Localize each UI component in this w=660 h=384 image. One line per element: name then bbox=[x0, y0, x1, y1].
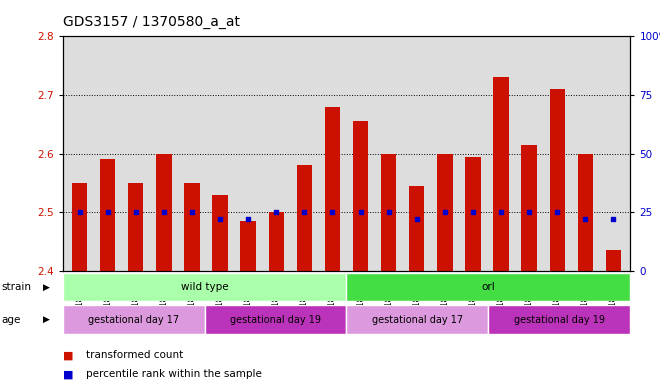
Point bbox=[271, 209, 282, 215]
Bar bbox=[156, 154, 172, 271]
Point bbox=[383, 209, 394, 215]
Bar bbox=[205, 305, 346, 334]
Text: strain: strain bbox=[1, 282, 31, 292]
Point bbox=[524, 209, 535, 215]
Bar bbox=[184, 183, 200, 271]
Point bbox=[580, 216, 591, 222]
Text: gestational day 17: gestational day 17 bbox=[372, 314, 463, 325]
Text: wild type: wild type bbox=[181, 282, 228, 292]
Bar bbox=[213, 195, 228, 271]
Point bbox=[355, 209, 366, 215]
Bar bbox=[63, 273, 346, 301]
Bar bbox=[325, 107, 340, 271]
Bar bbox=[346, 273, 630, 301]
Point bbox=[608, 216, 618, 222]
Point bbox=[411, 216, 422, 222]
Bar bbox=[465, 157, 480, 271]
Bar bbox=[240, 221, 256, 271]
Text: age: age bbox=[1, 314, 20, 325]
Bar bbox=[128, 183, 143, 271]
Point bbox=[243, 216, 253, 222]
Point bbox=[158, 209, 169, 215]
Point bbox=[102, 209, 113, 215]
Text: GDS3157 / 1370580_a_at: GDS3157 / 1370580_a_at bbox=[63, 15, 240, 29]
Bar bbox=[488, 305, 630, 334]
Point bbox=[131, 209, 141, 215]
Text: orl: orl bbox=[482, 282, 495, 292]
Bar bbox=[100, 159, 116, 271]
Bar bbox=[521, 145, 537, 271]
Point bbox=[468, 209, 478, 215]
Point bbox=[214, 216, 225, 222]
Text: ■: ■ bbox=[63, 350, 73, 360]
Text: ■: ■ bbox=[63, 369, 73, 379]
Bar bbox=[437, 154, 453, 271]
Text: percentile rank within the sample: percentile rank within the sample bbox=[86, 369, 261, 379]
Bar bbox=[72, 183, 87, 271]
Text: transformed count: transformed count bbox=[86, 350, 183, 360]
Point bbox=[496, 209, 506, 215]
Bar bbox=[606, 250, 621, 271]
Bar bbox=[381, 154, 397, 271]
Text: ▶: ▶ bbox=[44, 315, 50, 324]
Text: gestational day 19: gestational day 19 bbox=[514, 314, 605, 325]
Point bbox=[75, 209, 85, 215]
Point bbox=[552, 209, 562, 215]
Bar bbox=[578, 154, 593, 271]
Point bbox=[187, 209, 197, 215]
Bar bbox=[353, 121, 368, 271]
Text: gestational day 17: gestational day 17 bbox=[88, 314, 180, 325]
Bar bbox=[296, 165, 312, 271]
Text: ▶: ▶ bbox=[44, 283, 50, 291]
Text: gestational day 19: gestational day 19 bbox=[230, 314, 321, 325]
Bar bbox=[493, 78, 509, 271]
Point bbox=[299, 209, 310, 215]
Bar bbox=[409, 186, 424, 271]
Bar bbox=[269, 212, 284, 271]
Point bbox=[440, 209, 450, 215]
Bar bbox=[550, 89, 565, 271]
Point bbox=[327, 209, 338, 215]
Bar bbox=[346, 305, 488, 334]
Bar bbox=[63, 305, 205, 334]
